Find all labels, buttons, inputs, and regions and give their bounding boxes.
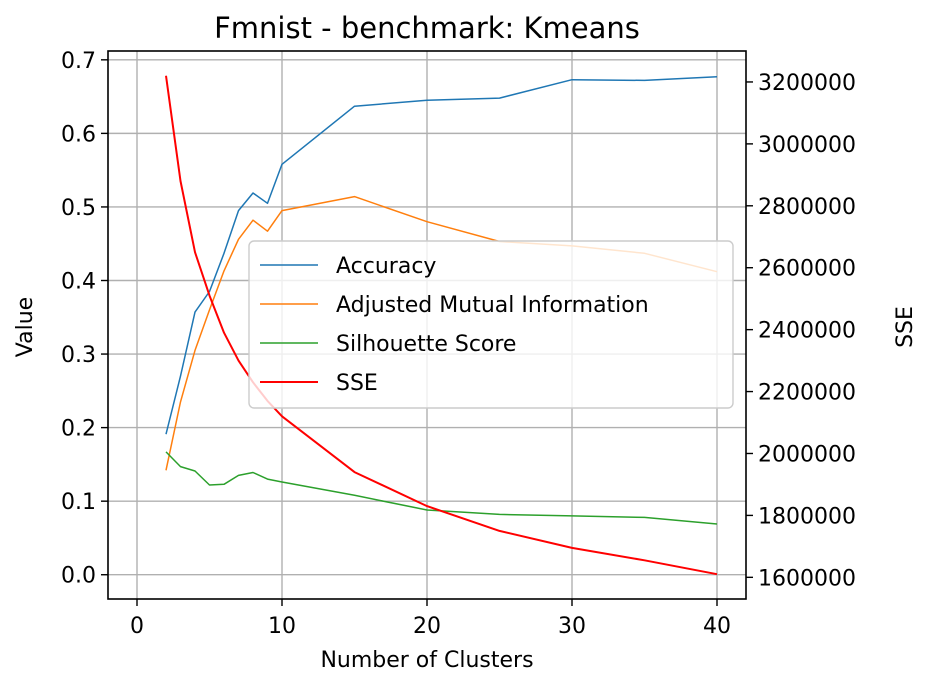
- y2-tick-label: 2600000: [758, 257, 856, 282]
- y-tick-label: 0.2: [61, 417, 96, 442]
- y-tick-label: 0.1: [61, 490, 96, 515]
- y2-axis-label: SSE: [893, 306, 918, 348]
- y2-tick-label: 2400000: [758, 319, 856, 344]
- y-tick-label: 0.3: [61, 343, 96, 368]
- x-tick-label: 20: [413, 614, 441, 639]
- x-axis-label: Number of Clusters: [320, 648, 533, 673]
- legend-label-sse: SSE: [336, 371, 378, 396]
- y-tick-label: 0.6: [61, 122, 96, 147]
- x-tick-label: 0: [130, 614, 144, 639]
- y-tick-label: 0.0: [61, 564, 96, 589]
- x-tick-label: 10: [268, 614, 296, 639]
- x-tick-label: 30: [558, 614, 586, 639]
- y2-tick-label: 1600000: [758, 566, 856, 591]
- legend-label-silhouette-score: Silhouette Score: [336, 332, 516, 357]
- series-line-accuracy: [165, 75, 718, 435]
- y2-tick-label: 3200000: [758, 71, 856, 96]
- ticks: 0 10 20 30 40 0.0 0.1 0.2 0.3 0.4 0.5 0.6 0.7 1600000…: [61, 49, 856, 639]
- y-tick-label: 0.5: [61, 196, 96, 221]
- y2-tick-label: 1800000: [758, 504, 856, 529]
- series-line-silhouette-score: [165, 451, 718, 525]
- y-tick-label: 0.4: [61, 269, 96, 294]
- legend-label-accuracy: Accuracy: [336, 254, 436, 279]
- y2-tick-label: 2000000: [758, 442, 856, 467]
- x-tick-label: 40: [703, 614, 731, 639]
- y2-tick-label: 2200000: [758, 381, 856, 406]
- legend: Accuracy Adjusted Mutual Information Silho…: [248, 240, 734, 409]
- legend-label-adjusted-mutual-information: Adjusted Mutual Information: [336, 293, 649, 318]
- y2-tick-label: 3000000: [758, 133, 856, 158]
- legend-box: [248, 240, 734, 409]
- y-axis-label: Value: [13, 297, 38, 357]
- chart-title: Fmnist - benchmark: Kmeans: [214, 11, 640, 45]
- y-tick-label: 0.7: [61, 49, 96, 74]
- y2-tick-label: 2800000: [758, 195, 856, 220]
